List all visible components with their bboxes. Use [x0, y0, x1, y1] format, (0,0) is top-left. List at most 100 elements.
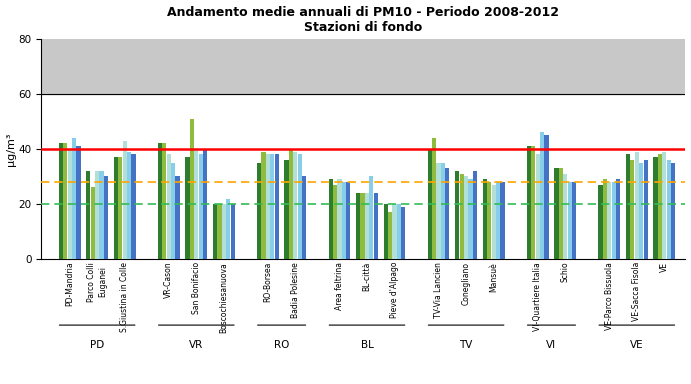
Bar — [491, 185, 495, 259]
Bar — [185, 157, 189, 259]
Bar — [59, 144, 63, 259]
Bar — [213, 204, 217, 259]
Bar — [95, 171, 100, 259]
Bar — [127, 152, 131, 259]
Title: Andamento medie annuali di PM10 - Periodo 2008-2012
Stazioni di fondo: Andamento medie annuali di PM10 - Period… — [167, 5, 559, 33]
Bar — [531, 146, 536, 259]
Bar — [167, 154, 171, 259]
Bar — [328, 179, 333, 259]
Text: TV: TV — [460, 341, 473, 351]
Text: PD: PD — [90, 341, 104, 351]
Bar — [226, 199, 230, 259]
Bar — [540, 132, 545, 259]
Bar — [131, 154, 135, 259]
Bar — [667, 160, 671, 259]
Bar — [567, 182, 571, 259]
Bar — [162, 144, 167, 259]
Bar — [671, 163, 675, 259]
Bar — [68, 149, 72, 259]
Bar — [361, 193, 365, 259]
Bar — [231, 204, 235, 259]
Bar — [91, 187, 95, 259]
Bar — [298, 154, 302, 259]
Bar — [536, 154, 540, 259]
Bar — [41, 39, 685, 94]
Bar — [346, 182, 350, 259]
Bar — [563, 174, 567, 259]
Bar — [397, 204, 401, 259]
Bar — [598, 185, 603, 259]
Bar — [285, 160, 289, 259]
Bar — [261, 152, 265, 259]
Bar — [559, 168, 563, 259]
Bar — [293, 152, 298, 259]
Bar — [270, 154, 274, 259]
Bar — [194, 149, 198, 259]
Bar — [72, 138, 76, 259]
Bar — [545, 135, 549, 259]
Bar — [401, 207, 406, 259]
Text: VE: VE — [630, 341, 643, 351]
Bar — [483, 179, 487, 259]
Bar — [662, 152, 666, 259]
Bar — [658, 154, 662, 259]
Bar — [441, 163, 445, 259]
Bar — [217, 204, 222, 259]
Bar — [356, 193, 360, 259]
Bar — [464, 177, 468, 259]
Bar — [626, 154, 630, 259]
Bar — [455, 171, 460, 259]
Bar — [643, 160, 647, 259]
Bar — [76, 146, 81, 259]
Bar — [63, 144, 67, 259]
Bar — [86, 171, 91, 259]
Bar — [176, 177, 180, 259]
Bar — [630, 160, 634, 259]
Bar — [437, 163, 441, 259]
Bar — [104, 177, 108, 259]
Bar — [222, 204, 226, 259]
Bar — [374, 193, 378, 259]
Bar — [612, 182, 616, 259]
Bar — [388, 212, 392, 259]
Bar — [190, 119, 194, 259]
Bar — [266, 154, 270, 259]
Bar — [639, 163, 643, 259]
Text: VI: VI — [547, 341, 556, 351]
Bar — [114, 157, 118, 259]
Bar — [572, 182, 576, 259]
Bar — [468, 179, 473, 259]
Bar — [302, 177, 306, 259]
Bar — [487, 182, 491, 259]
Bar — [527, 146, 531, 259]
Bar — [257, 163, 261, 259]
Bar — [554, 168, 558, 259]
Bar — [289, 149, 293, 259]
Bar — [445, 168, 449, 259]
Bar — [365, 193, 369, 259]
Bar — [171, 163, 176, 259]
Bar — [203, 149, 207, 259]
Bar — [122, 141, 126, 259]
Bar — [460, 174, 464, 259]
Bar — [369, 177, 373, 259]
Bar — [198, 154, 202, 259]
Bar — [635, 152, 639, 259]
Bar — [654, 157, 658, 259]
Y-axis label: μg/m³: μg/m³ — [6, 132, 16, 166]
Bar — [607, 182, 612, 259]
Bar — [432, 138, 436, 259]
Text: VR: VR — [189, 341, 203, 351]
Bar — [428, 149, 432, 259]
Bar — [337, 179, 341, 259]
Bar — [603, 179, 607, 259]
Bar — [118, 157, 122, 259]
Bar — [274, 154, 278, 259]
Bar — [473, 171, 477, 259]
Bar — [158, 144, 162, 259]
Text: RO: RO — [274, 341, 290, 351]
Bar — [392, 204, 397, 259]
Bar — [100, 171, 104, 259]
Bar — [616, 179, 621, 259]
Bar — [384, 204, 388, 259]
